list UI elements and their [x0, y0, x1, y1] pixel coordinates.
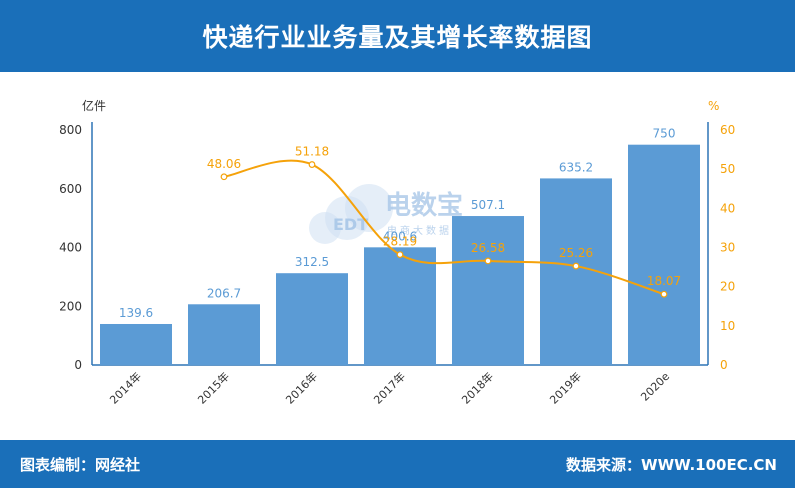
line-point: [396, 251, 404, 258]
bar-value-label: 312.5: [295, 255, 329, 269]
x-axis-tick-label: 2018年: [459, 369, 496, 406]
line-value-label: 25.26: [559, 246, 593, 260]
watermark-logo: EDT: [333, 215, 368, 234]
x-axis-tick-label: 2015年: [195, 369, 232, 406]
x-axis-tick-label: 2014年: [107, 369, 144, 406]
line-point: [484, 257, 492, 265]
watermark-brand: 电数宝: [385, 190, 463, 221]
right-axis-tick-label: 30: [720, 241, 735, 255]
left-axis-tick-label: 0: [74, 358, 82, 372]
left-axis-tick-label: 400: [59, 241, 82, 255]
left-axis-tick-label: 200: [59, 299, 82, 313]
line-value-label: 51.18: [295, 145, 329, 159]
bar: [628, 144, 700, 365]
line-value-label: 18.07: [647, 274, 681, 288]
bar-value-label: 400.6: [383, 229, 417, 243]
right-axis-tick-label: 50: [720, 162, 735, 176]
bar: [188, 304, 260, 365]
right-axis-unit: %: [708, 99, 719, 113]
x-axis-tick-label: 2016年: [283, 369, 320, 406]
line-value-label: 48.06: [207, 157, 241, 171]
bar: [364, 247, 436, 365]
left-axis-tick-label: 600: [59, 182, 82, 196]
line-point: [660, 290, 668, 298]
chart-title: 快递行业业务量及其增长率数据图: [202, 23, 593, 52]
bar: [100, 323, 172, 365]
right-axis-tick-label: 0: [720, 358, 728, 372]
chart-editor-label: 图表编制：网经社: [20, 456, 141, 474]
x-axis-tick-label: 2017年: [371, 369, 408, 406]
title-banner: 快递行业业务量及其增长率数据图: [0, 0, 795, 72]
growth-rate-line: [223, 159, 665, 296]
line-value-label: 26.58: [471, 241, 505, 255]
x-axis-tick-label: 2020e: [638, 370, 672, 404]
line-point: [572, 262, 580, 270]
data-source-label: 数据来源：WWW.100EC.CN: [566, 456, 777, 474]
bar: [276, 273, 348, 365]
bar: [452, 216, 524, 365]
line-point: [220, 173, 228, 181]
left-axis-tick-label: 800: [59, 123, 82, 137]
watermark-cloud-shape: [345, 184, 393, 232]
x-axis-tick-label: 2019年: [547, 369, 584, 406]
line-value-label: 28.19: [383, 235, 417, 249]
footer-banner: 图表编制：网经社 数据来源：WWW.100EC.CN: [0, 440, 795, 488]
right-axis-tick-label: 40: [720, 201, 735, 215]
bar-value-label: 139.6: [119, 306, 153, 320]
chart-area: EDT 电数宝电商大数据库 亿件% 0 200 400 600 800 0 10 20 30 40 50 6…: [0, 72, 795, 440]
right-axis-tick-label: 20: [720, 280, 735, 294]
bar-value-label: 206.7: [207, 286, 241, 300]
left-axis-unit: 亿件: [82, 98, 106, 113]
right-axis-tick-label: 60: [720, 123, 735, 137]
line-point: [308, 161, 316, 168]
bar-value-label: 750: [653, 127, 676, 141]
bar-value-label: 507.1: [471, 198, 505, 212]
watermark-cloud-shape: [309, 212, 341, 244]
watermark-tagline: 电商大数据库: [387, 224, 465, 237]
bar-value-label: 635.2: [559, 160, 593, 174]
right-axis-tick-label: 10: [720, 319, 735, 333]
